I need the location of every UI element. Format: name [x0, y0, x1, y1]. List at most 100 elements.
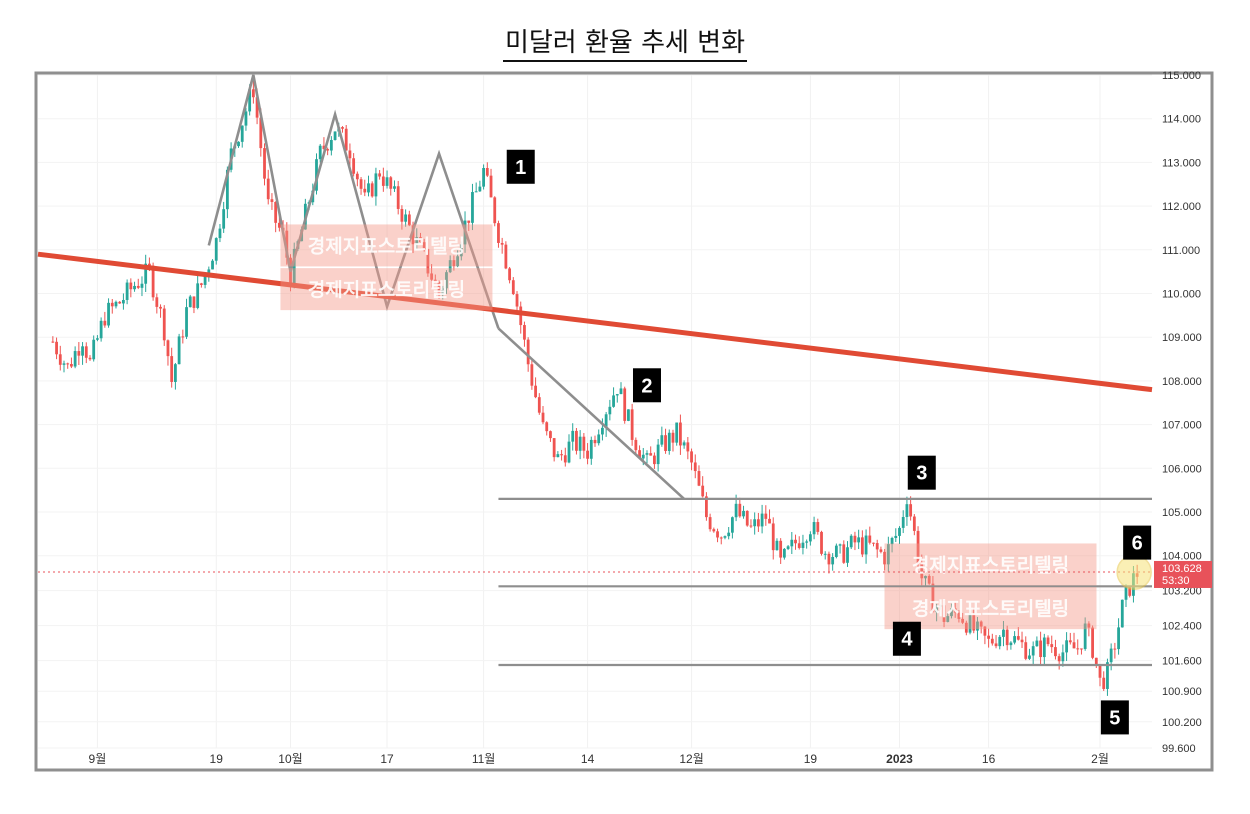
candle-body: [582, 436, 586, 451]
candle-body: [912, 516, 916, 531]
watermark-text: 경제지표스토리텔링: [912, 554, 1069, 576]
candle-body: [1009, 642, 1013, 646]
candle-body: [946, 616, 950, 622]
candle-body: [415, 237, 419, 245]
candle-body: [199, 283, 203, 285]
candle-body: [1035, 640, 1039, 647]
x-tick-label: 12월: [679, 752, 703, 766]
candle-body: [883, 551, 887, 565]
label-badge: [907, 455, 936, 490]
y-tick-label: 100.200: [1162, 717, 1202, 729]
x-tick-label: 2월: [1091, 752, 1109, 766]
candle-body: [779, 540, 783, 558]
current-price-highlight: [1116, 554, 1152, 590]
candle-body: [459, 244, 463, 257]
label-badge-text: 5: [1109, 707, 1120, 729]
candle-body: [868, 535, 872, 543]
candle-body: [367, 183, 370, 193]
candle-body: [58, 354, 62, 365]
candle-body: [808, 534, 812, 542]
candle-body: [1128, 586, 1132, 596]
candle-body: [916, 530, 920, 564]
candle-body: [430, 273, 434, 280]
candle-body: [664, 435, 667, 451]
candle-body: [567, 441, 571, 463]
candle-body: [972, 614, 976, 631]
y-tick-label: 102.400: [1162, 621, 1202, 633]
candle-body: [998, 636, 1002, 647]
candle-body: [523, 325, 526, 340]
candle-body: [727, 532, 731, 537]
candle-body: [979, 621, 983, 627]
candle-body: [794, 539, 797, 544]
candle-body: [560, 454, 563, 456]
candle-body: [556, 454, 560, 458]
descending-trendline: [497, 327, 685, 500]
y-tick-label: 110.000: [1162, 289, 1201, 301]
candle-body: [129, 282, 133, 290]
label-badge: [632, 368, 661, 403]
candle-body: [756, 519, 760, 527]
candle-body: [1117, 627, 1120, 650]
candle-body: [552, 438, 556, 458]
candle-body: [730, 517, 734, 533]
candle-body: [679, 422, 682, 446]
candle-body: [853, 535, 857, 543]
candle-body: [482, 168, 485, 187]
candle-body: [326, 149, 330, 151]
candle-body: [125, 282, 129, 300]
candle-body: [597, 434, 601, 444]
candle-body: [623, 388, 627, 421]
candle-body: [987, 635, 991, 639]
candle-body: [1050, 644, 1054, 648]
candle-body: [782, 548, 786, 558]
candle-body: [422, 242, 426, 250]
candle-body: [723, 536, 727, 538]
candle-body: [84, 346, 88, 358]
candle-body: [1013, 636, 1017, 643]
candle-body: [508, 268, 511, 281]
candle-body: [541, 412, 545, 423]
candle-body: [764, 513, 768, 519]
x-tick-label: 19: [804, 752, 818, 766]
candle-body: [51, 341, 55, 343]
candle-body: [938, 605, 942, 607]
candle-body: [374, 173, 378, 197]
candle-body: [760, 513, 764, 527]
candle-body: [173, 364, 177, 382]
candle-body: [159, 306, 162, 309]
long-trendline: [37, 251, 1153, 393]
candle-body: [1098, 664, 1102, 678]
candle-body: [407, 214, 411, 226]
candle-body: [526, 339, 530, 365]
candle-body: [211, 260, 214, 270]
candle-body: [775, 540, 779, 551]
candle-body: [964, 622, 968, 633]
candle-body: [110, 302, 114, 307]
candle-body: [1002, 629, 1005, 637]
price-tag-countdown: 53:30: [1162, 575, 1190, 587]
candle-body: [1076, 648, 1080, 650]
candle-body: [1028, 655, 1031, 659]
candle-body: [1106, 662, 1109, 689]
candle-body: [708, 517, 712, 530]
candle-body: [957, 612, 961, 619]
candle-body: [251, 89, 255, 98]
candle-body: [77, 351, 81, 356]
candle-body: [166, 340, 170, 357]
grid-lines: [38, 74, 1152, 749]
y-tick-label: 105.000: [1162, 507, 1202, 519]
candle-body: [81, 346, 84, 356]
candle-body: [144, 263, 148, 284]
label-badge-text: 6: [1132, 533, 1143, 555]
candle-body: [88, 357, 92, 360]
candle-body: [344, 128, 348, 151]
zigzag-pattern-line: [207, 74, 500, 329]
candle-body: [630, 409, 634, 440]
candle-body: [697, 471, 701, 486]
candle-body: [898, 527, 901, 536]
y-tick-label: 104.000: [1162, 551, 1202, 563]
candle-body: [355, 173, 359, 180]
candle-body: [341, 127, 344, 129]
candle-body: [1109, 648, 1113, 663]
